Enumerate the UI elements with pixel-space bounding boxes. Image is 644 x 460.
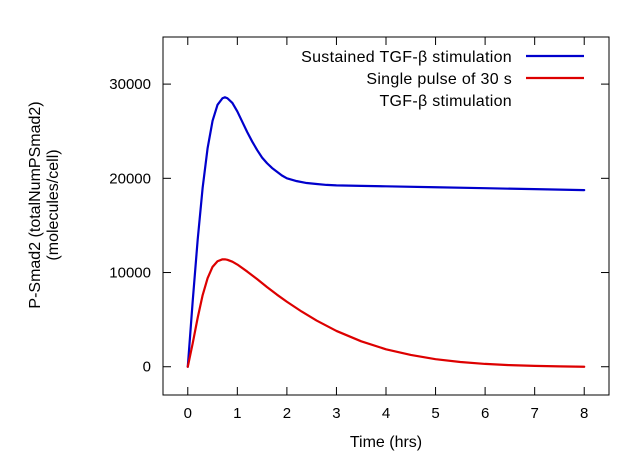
x-tick-label: 5: [431, 405, 439, 422]
y-tick-label: 0: [143, 359, 151, 376]
y-tick-label: 10000: [109, 265, 151, 282]
x-axis-label: Time (hrs): [350, 434, 422, 451]
series-layer: [186, 96, 586, 368]
x-tick-label: 8: [580, 405, 588, 422]
x-tick-label: 2: [283, 405, 291, 422]
y-axis: 0 10000 20000 30000: [109, 76, 609, 376]
plot-frame: [162, 36, 610, 396]
x-tick-label: 6: [481, 405, 489, 422]
x-tick-label: 4: [382, 405, 390, 422]
x-tick-label: 7: [530, 405, 538, 422]
y-tick-label: 20000: [109, 170, 151, 187]
x-axis: 0 1 2 3 4 5 6 7 8: [184, 37, 588, 422]
y-axis-label-line-1: P-Smad2 (totalNumPSmad2): [27, 101, 44, 308]
legend-label-0: Sustained TGF-β stimulation: [301, 49, 512, 66]
x-tick-label: 3: [332, 405, 340, 422]
y-tick-label: 30000: [109, 76, 151, 93]
series-line-0: [186, 96, 586, 368]
series-line-1: [186, 258, 586, 368]
y-axis-label-line-2: (molecules/cell): [45, 149, 62, 260]
x-tick-label: 1: [233, 405, 241, 422]
legend-label-1-line-1: TGF-β stimulation: [379, 93, 512, 110]
x-tick-label: 0: [184, 405, 192, 422]
y-axis-label: P-Smad2 (totalNumPSmad2) (molecules/cell…: [27, 101, 62, 308]
legend-label-1-line-0: Single pulse of 30 s: [366, 71, 512, 88]
legend: Sustained TGF-β stimulation Single pulse …: [301, 49, 584, 110]
